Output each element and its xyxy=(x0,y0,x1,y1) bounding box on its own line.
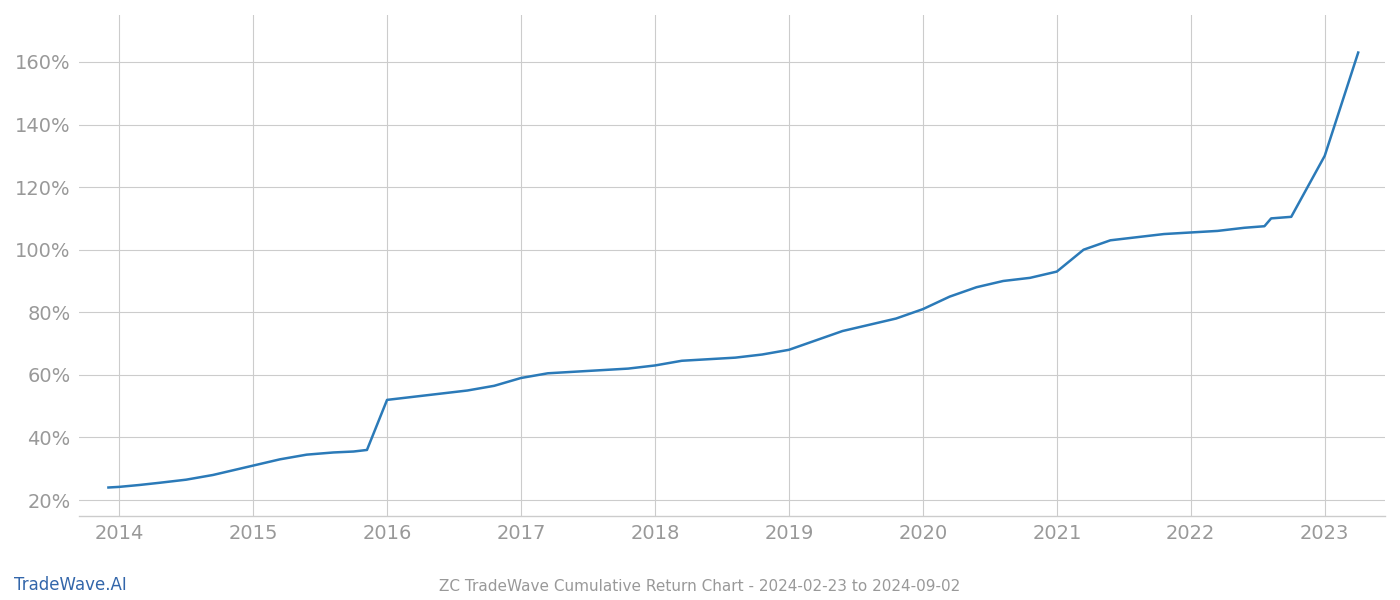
Text: ZC TradeWave Cumulative Return Chart - 2024-02-23 to 2024-09-02: ZC TradeWave Cumulative Return Chart - 2… xyxy=(440,579,960,594)
Text: TradeWave.AI: TradeWave.AI xyxy=(14,576,127,594)
